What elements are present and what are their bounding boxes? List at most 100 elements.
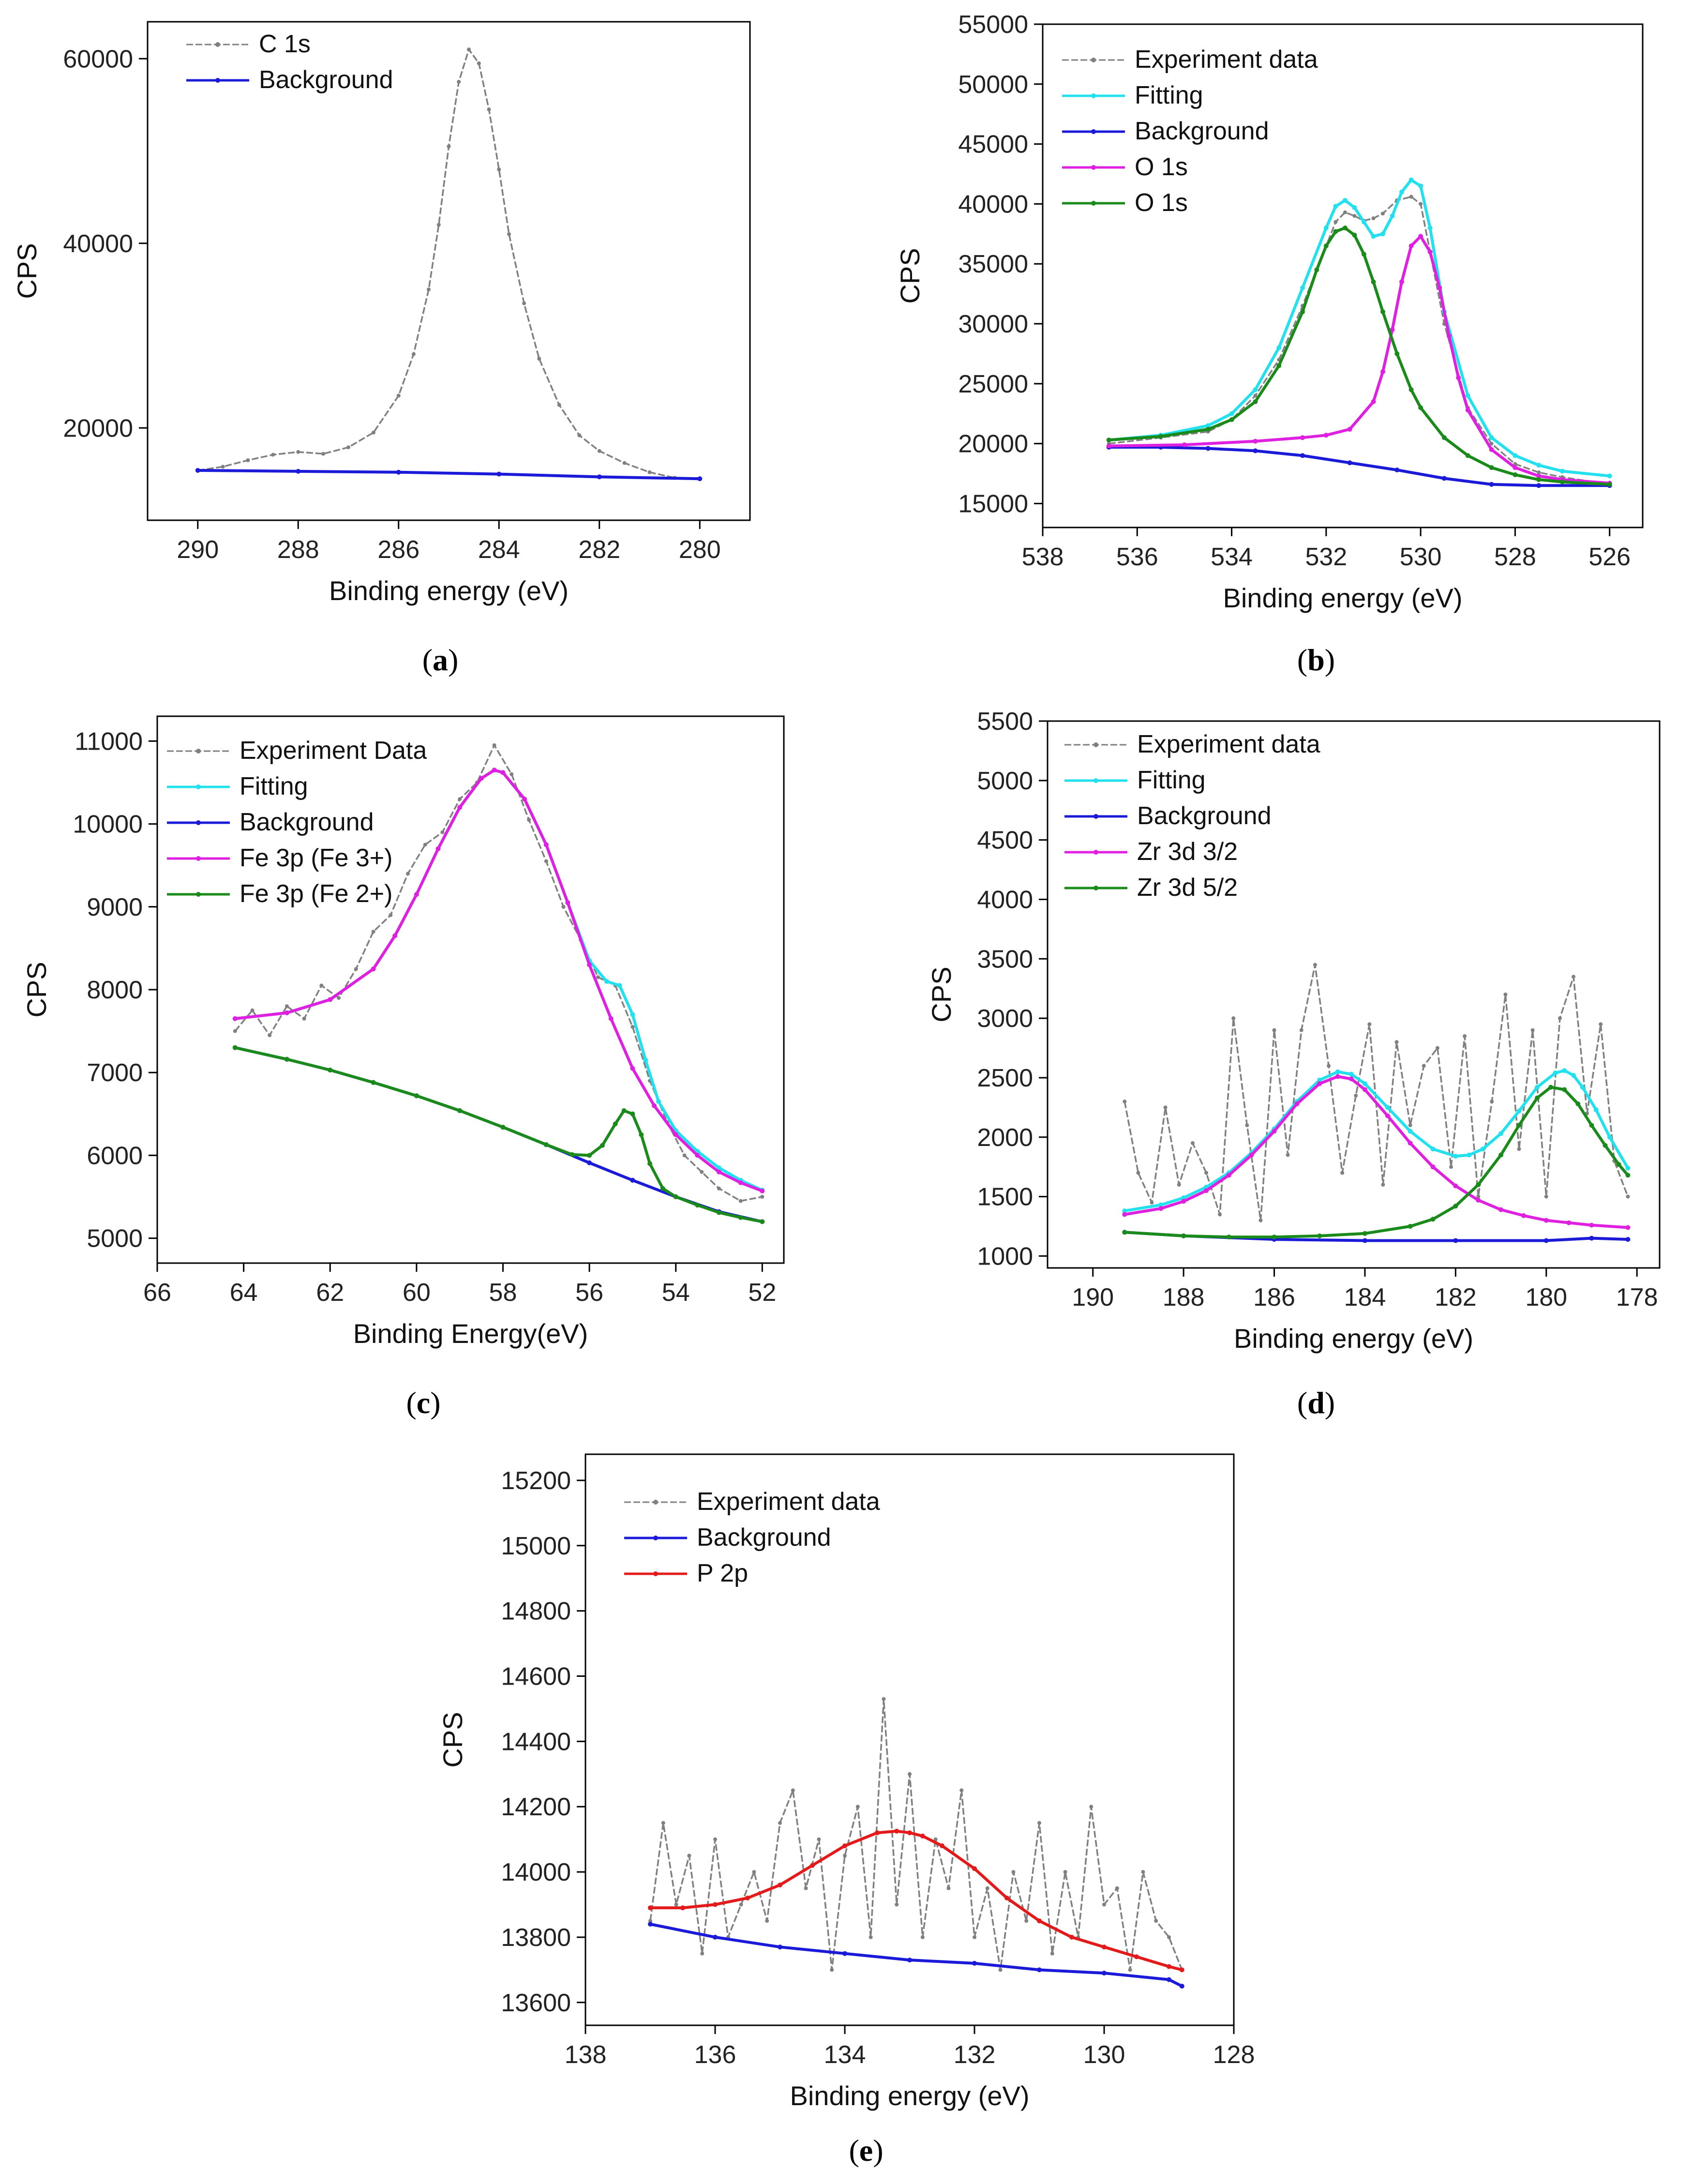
legend-marker-b-0 xyxy=(1091,58,1096,62)
data-point-b-4-5 xyxy=(1276,363,1282,368)
data-point-d-0-20 xyxy=(1394,1040,1399,1044)
data-point-d-1-18 xyxy=(1498,1131,1503,1136)
x-tick-label-a-3: 284 xyxy=(478,536,520,564)
data-point-e-0-14 xyxy=(830,1968,834,1972)
data-point-d-1-24 xyxy=(1580,1085,1585,1090)
y-tick-label-d-5: 3500 xyxy=(977,945,1033,973)
data-point-e-0-11 xyxy=(791,1788,795,1793)
y-tick-label-b-2: 25000 xyxy=(958,370,1028,398)
data-point-d-4-8 xyxy=(1453,1204,1458,1209)
data-point-e-0-34 xyxy=(1089,1805,1094,1809)
data-point-d-0-9 xyxy=(1245,1123,1249,1128)
data-point-d-1-23 xyxy=(1571,1073,1576,1078)
y-tick-label-c-0: 5000 xyxy=(87,1225,143,1253)
legend-label-b-3: O 1s xyxy=(1135,153,1188,181)
data-point-a-0-1 xyxy=(221,465,225,469)
data-point-d-0-19 xyxy=(1381,1183,1385,1187)
data-point-a-0-22 xyxy=(577,433,582,437)
legend-label-d-0: Experiment data xyxy=(1137,730,1320,758)
data-point-c-3-12 xyxy=(543,842,549,847)
data-point-c-0-26 xyxy=(682,1153,687,1158)
data-point-e-2-4 xyxy=(778,1883,782,1888)
series-line-a-1 xyxy=(197,469,700,481)
data-point-b-4-1 xyxy=(1158,434,1164,439)
data-point-b-4-6 xyxy=(1300,309,1305,315)
y-tick-label-e-7: 15000 xyxy=(501,1532,571,1560)
data-point-b-2-8 xyxy=(1489,482,1494,487)
data-point-e-1-9 xyxy=(1179,1984,1184,1989)
data-point-d-1-11 xyxy=(1362,1081,1367,1086)
data-point-c-4-18 xyxy=(695,1203,700,1208)
data-point-d-4-2 xyxy=(1226,1235,1231,1240)
x-tick-label-d-0: 190 xyxy=(1072,1283,1114,1311)
y-tick-label-b-5: 40000 xyxy=(958,190,1028,218)
data-point-c-3-21 xyxy=(738,1180,743,1185)
data-point-e-2-11 xyxy=(940,1843,944,1849)
x-tick-label-b-4: 530 xyxy=(1400,543,1442,571)
data-point-d-1-21 xyxy=(1553,1070,1558,1076)
caption-letter-b: b xyxy=(1307,643,1325,677)
data-point-c-3-0 xyxy=(232,1016,238,1021)
chart-panel-b: 538 536 534 532 530 528 526 15000 20000 25000 3000… xyxy=(895,11,1644,677)
data-point-e-0-22 xyxy=(933,1837,938,1841)
data-point-e-0-16 xyxy=(855,1805,860,1809)
data-point-d-4-0 xyxy=(1122,1230,1127,1235)
data-point-e-0-27 xyxy=(998,1968,1003,1972)
series-e-2 xyxy=(648,1828,1184,1973)
data-point-c-3-4 xyxy=(392,933,398,938)
data-point-d-3-9 xyxy=(1335,1074,1340,1079)
data-point-e-2-14 xyxy=(1037,1918,1042,1924)
x-tick-label-b-2: 534 xyxy=(1211,543,1253,571)
data-point-b-3-14 xyxy=(1446,333,1452,338)
caption-a: (a) xyxy=(422,643,459,677)
y-axis-label-b: CPS xyxy=(895,248,925,303)
data-point-b-4-13 xyxy=(1371,279,1376,285)
data-point-d-0-10 xyxy=(1259,1218,1263,1222)
data-point-c-0-1 xyxy=(250,1008,255,1012)
legend-label-d-2: Background xyxy=(1137,802,1272,830)
data-point-e-2-16 xyxy=(1102,1944,1107,1950)
x-tick-label-d-4: 182 xyxy=(1435,1283,1477,1311)
data-point-b-4-23 xyxy=(1560,479,1565,484)
data-point-e-0-29 xyxy=(1024,1919,1029,1923)
data-point-d-1-16 xyxy=(1467,1152,1472,1158)
data-point-a-0-17 xyxy=(497,167,501,172)
data-point-d-1-17 xyxy=(1480,1146,1485,1152)
data-point-d-3-10 xyxy=(1348,1076,1354,1082)
data-point-d-4-18 xyxy=(1616,1162,1621,1167)
data-point-e-0-18 xyxy=(882,1697,886,1701)
data-point-b-4-8 xyxy=(1323,243,1329,249)
data-point-c-4-5 xyxy=(457,1108,463,1113)
data-point-b-0-12 xyxy=(1371,216,1376,221)
legend-marker-b-2 xyxy=(1091,129,1096,134)
data-point-b-3-15 xyxy=(1456,375,1461,380)
series-line-d-4 xyxy=(1124,1085,1629,1239)
data-point-e-2-6 xyxy=(842,1843,847,1849)
data-point-a-0-6 xyxy=(346,445,350,450)
series-b-1 xyxy=(1106,177,1612,479)
x-tick-label-d-2: 186 xyxy=(1253,1283,1295,1311)
data-point-d-3-21 xyxy=(1589,1222,1594,1228)
data-point-e-0-9 xyxy=(765,1919,769,1923)
data-point-a-0-7 xyxy=(371,430,375,435)
data-point-b-3-0 xyxy=(1106,443,1111,449)
data-point-d-0-31 xyxy=(1544,1194,1548,1199)
data-point-b-3-9 xyxy=(1399,279,1404,285)
data-point-e-0-39 xyxy=(1154,1919,1158,1923)
data-point-e-0-3 xyxy=(687,1854,691,1858)
data-point-e-0-4 xyxy=(700,1951,704,1956)
data-point-d-3-19 xyxy=(1543,1218,1549,1223)
y-tick-label-e-5: 14600 xyxy=(501,1663,571,1691)
data-point-c-3-3 xyxy=(371,966,376,972)
series-d-3 xyxy=(1122,1074,1631,1230)
data-point-a-1-4 xyxy=(597,474,602,480)
data-point-c-3-16 xyxy=(630,1066,635,1071)
data-point-e-0-35 xyxy=(1102,1902,1106,1907)
caption-letter-a: a xyxy=(433,643,448,677)
legend-marker-c-3 xyxy=(196,856,201,861)
data-point-e-0-37 xyxy=(1128,1968,1132,1972)
y-tick-label-e-2: 14000 xyxy=(501,1858,571,1886)
data-point-d-0-32 xyxy=(1558,1016,1562,1021)
data-point-c-0-8 xyxy=(371,930,375,934)
y-tick-label-e-0: 13600 xyxy=(501,1989,571,2017)
